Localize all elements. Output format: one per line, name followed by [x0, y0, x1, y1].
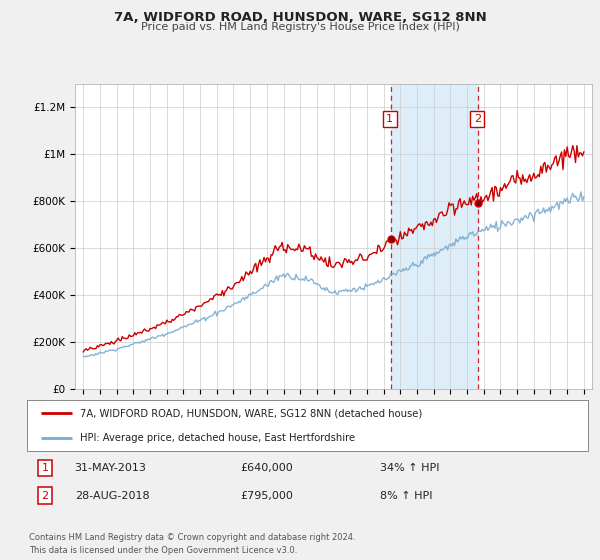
Text: 7A, WIDFORD ROAD, HUNSDON, WARE, SG12 8NN (detached house): 7A, WIDFORD ROAD, HUNSDON, WARE, SG12 8N…	[80, 408, 422, 418]
Text: 7A, WIDFORD ROAD, HUNSDON, WARE, SG12 8NN: 7A, WIDFORD ROAD, HUNSDON, WARE, SG12 8N…	[113, 11, 487, 24]
Text: 1: 1	[41, 463, 49, 473]
Text: Price paid vs. HM Land Registry's House Price Index (HPI): Price paid vs. HM Land Registry's House …	[140, 22, 460, 32]
Text: HPI: Average price, detached house, East Hertfordshire: HPI: Average price, detached house, East…	[80, 433, 355, 443]
Text: £795,000: £795,000	[240, 491, 293, 501]
Text: 34% ↑ HPI: 34% ↑ HPI	[380, 463, 440, 473]
Text: £640,000: £640,000	[240, 463, 293, 473]
Text: 8% ↑ HPI: 8% ↑ HPI	[380, 491, 433, 501]
Text: 31-MAY-2013: 31-MAY-2013	[74, 463, 146, 473]
Text: 2: 2	[473, 114, 481, 124]
Text: Contains HM Land Registry data © Crown copyright and database right 2024.
This d: Contains HM Land Registry data © Crown c…	[29, 533, 355, 554]
Text: 2: 2	[41, 491, 49, 501]
Bar	[391, 84, 478, 389]
Text: 28-AUG-2018: 28-AUG-2018	[74, 491, 149, 501]
Text: 1: 1	[386, 114, 394, 124]
